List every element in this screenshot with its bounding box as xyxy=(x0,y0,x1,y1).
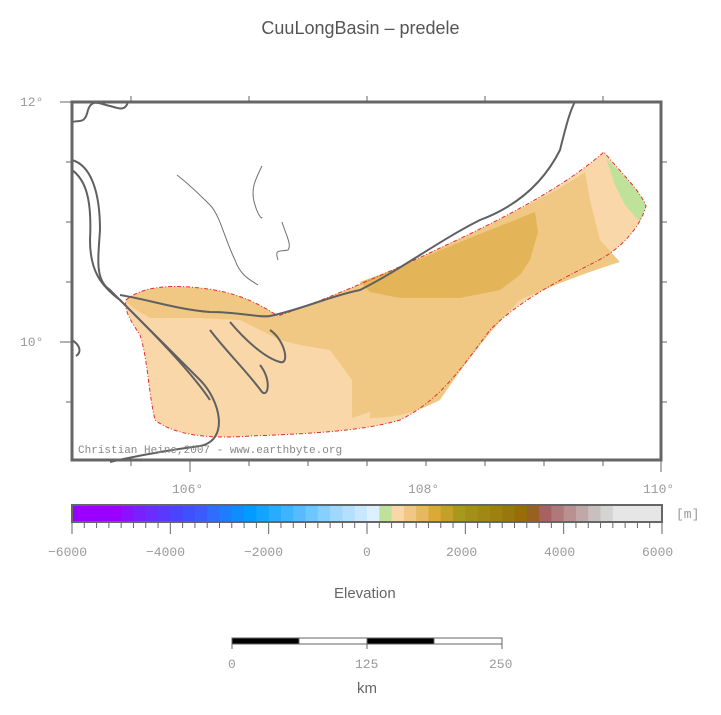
scale-tick-125: 125 xyxy=(355,657,379,672)
credit-text: Christian Heine,2007 - www.earthbyte.org xyxy=(78,445,343,457)
scale-bar xyxy=(231,637,503,649)
lat-label-10: 10° xyxy=(20,335,44,350)
lon-label-106: 106° xyxy=(172,482,204,497)
scale-unit: km xyxy=(357,680,377,697)
rivers xyxy=(176,165,290,286)
basin-region-green xyxy=(606,158,646,222)
colorbar-tick: −6000 xyxy=(48,545,88,560)
colorbar-tick: −2000 xyxy=(244,545,284,560)
colorbar-tick: 2000 xyxy=(446,545,478,560)
colorbar-tick: −4000 xyxy=(146,545,186,560)
colorbar-title: Elevation xyxy=(334,585,396,602)
scale-tick-0: 0 xyxy=(228,657,236,672)
basin-region-dark xyxy=(360,212,538,298)
colorbar-tick: 4000 xyxy=(544,545,576,560)
scale-tick-250: 250 xyxy=(489,657,513,672)
map-title: CuuLongBasin – predele xyxy=(261,18,460,38)
colorbar-unit: [m] xyxy=(676,507,700,522)
lat-label-12: 12° xyxy=(20,95,44,110)
colorbar-tick: 0 xyxy=(363,545,371,560)
colorbar-tick: 6000 xyxy=(642,545,674,560)
lon-label-108: 108° xyxy=(408,482,440,497)
lon-label-110: 110° xyxy=(643,482,675,497)
coastlines xyxy=(71,101,576,463)
elevation-colorbar xyxy=(72,505,663,522)
